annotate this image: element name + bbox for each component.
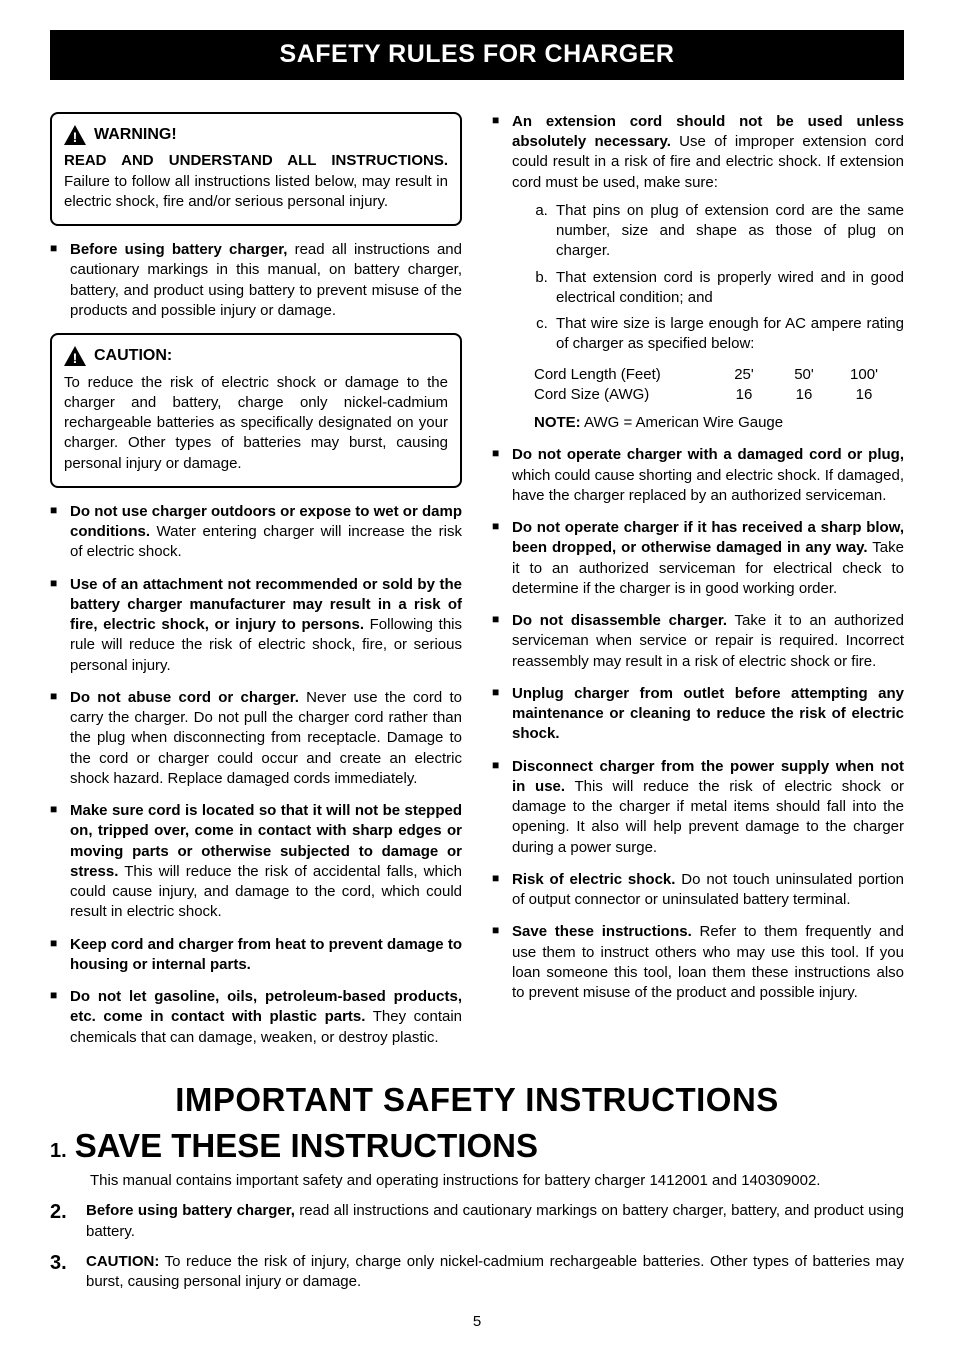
save-subtext: This manual contains important safety an… [50, 1171, 904, 1191]
page-number: 5 [50, 1312, 904, 1332]
list-item: Do not operate charger with a damaged co… [492, 445, 904, 506]
left-intro-list: Before using battery charger, read all i… [50, 240, 462, 321]
svg-text:!: ! [73, 350, 78, 366]
cell: 16 [834, 385, 894, 405]
list-item: Make sure cord is located so that it wil… [50, 801, 462, 923]
left-column: ! WARNING! READ AND UNDERSTAND ALL INSTR… [50, 112, 462, 1060]
table-row: Cord Length (Feet) 25' 50' 100' [534, 365, 904, 385]
bullet-bold: Do not disassemble charger. [512, 612, 727, 629]
numbered-item: CAUTION: To reduce the risk of injury, c… [50, 1252, 904, 1293]
two-column-layout: ! WARNING! READ AND UNDERSTAND ALL INSTR… [50, 112, 904, 1060]
right-bullet-list: Do not operate charger with a damaged co… [492, 445, 904, 1003]
bullet-bold: Risk of electric shock. [512, 871, 675, 888]
bullet-rest: This will reduce the risk of electric sh… [512, 778, 904, 856]
warning-box: ! WARNING! READ AND UNDERSTAND ALL INSTR… [50, 112, 462, 226]
list-item: An extension cord should not be used unl… [492, 112, 904, 434]
bullet-bold: Do not operate charger with a damaged co… [512, 446, 904, 463]
item-bold: CAUTION: [86, 1253, 159, 1270]
bullet-bold: Keep cord and charger from heat to preve… [70, 936, 462, 973]
cell: 16 [714, 385, 774, 405]
warning-label: WARNING! [94, 124, 177, 146]
caution-box: ! CAUTION: To reduce the risk of electri… [50, 333, 462, 488]
cell: 25' [714, 365, 774, 385]
cell: 100' [834, 365, 894, 385]
caution-label: CAUTION: [94, 345, 172, 367]
item-rest: To reduce the risk of injury, charge onl… [86, 1253, 904, 1290]
table-row: Cord Size (AWG) 16 16 16 [534, 385, 904, 405]
left-bullet-list: Do not use charger outdoors or expose to… [50, 502, 462, 1048]
bullet-bold: Save these instructions. [512, 923, 692, 940]
bullet-bold: Unplug charger from outlet before attemp… [512, 685, 904, 743]
list-item: Do not let gasoline, oils, petroleum-bas… [50, 987, 462, 1048]
caution-heading: ! CAUTION: [64, 345, 448, 367]
letter-sublist: That pins on plug of extension cord are … [512, 201, 904, 355]
numbered-item: Before using battery charger, read all i… [50, 1201, 904, 1242]
item-bold: Before using battery charger, [86, 1202, 295, 1219]
list-item: Keep cord and charger from heat to preve… [50, 935, 462, 976]
note-rest: AWG = American Wire Gauge [581, 414, 783, 431]
bullet-bold: Do not operate charger if it has receive… [512, 519, 904, 556]
caution-body: To reduce the risk of electric shock or … [64, 373, 448, 474]
bullet-bold: Do not abuse cord or charger. [70, 689, 299, 706]
warning-icon: ! [64, 125, 86, 145]
numbered-list: Before using battery charger, read all i… [50, 1201, 904, 1292]
warning-body: READ AND UNDERSTAND ALL INSTRUCTIONS. Fa… [64, 151, 448, 212]
list-item: Before using battery charger, read all i… [50, 240, 462, 321]
warning-icon: ! [64, 346, 86, 366]
warning-heading: ! WARNING! [64, 124, 448, 146]
save-heading-row: 1. SAVE THESE INSTRUCTIONS [50, 1124, 904, 1169]
list-item: Save these instructions. Refer to them f… [492, 922, 904, 1003]
save-heading: SAVE THESE INSTRUCTIONS [75, 1124, 538, 1169]
letter-item: That extension cord is properly wired an… [552, 268, 904, 309]
warning-lead-bold: READ AND UNDERSTAND ALL INSTRUCTIONS. [64, 152, 448, 169]
right-ext-list: An extension cord should not be used unl… [492, 112, 904, 434]
list-item: Use of an attachment not recommended or … [50, 575, 462, 676]
bullet-rest: which could cause shorting and electric … [512, 467, 904, 504]
svg-text:!: ! [73, 129, 78, 145]
row-label: Cord Length (Feet) [534, 365, 714, 385]
list-item: Disconnect charger from the power supply… [492, 757, 904, 858]
list-item: Do not use charger outdoors or expose to… [50, 502, 462, 563]
letter-item: That pins on plug of extension cord are … [552, 201, 904, 262]
num-1: 1. [50, 1138, 67, 1165]
list-item: Do not disassemble charger. Take it to a… [492, 611, 904, 672]
cell: 50' [774, 365, 834, 385]
cell: 16 [774, 385, 834, 405]
row-label: Cord Size (AWG) [534, 385, 714, 405]
note-bold: NOTE: [534, 414, 581, 431]
list-item: Unplug charger from outlet before attemp… [492, 684, 904, 745]
bullet-bold: Before using battery charger, [70, 241, 287, 258]
warning-lead-rest: Failure to follow all instructions liste… [64, 173, 448, 210]
important-heading: IMPORTANT SAFETY INSTRUCTIONS [50, 1078, 904, 1123]
page-title-bar: SAFETY RULES FOR CHARGER [50, 30, 904, 80]
list-item: Do not operate charger if it has receive… [492, 518, 904, 599]
cord-table: Cord Length (Feet) 25' 50' 100' Cord Siz… [534, 365, 904, 406]
bullet-rest: This will reduce the risk of accidental … [70, 863, 462, 921]
letter-item: That wire size is large enough for AC am… [552, 314, 904, 355]
list-item: Risk of electric shock. Do not touch uni… [492, 870, 904, 911]
right-column: An extension cord should not be used unl… [492, 112, 904, 1060]
cord-note: NOTE: AWG = American Wire Gauge [534, 413, 904, 433]
list-item: Do not abuse cord or charger. Never use … [50, 688, 462, 789]
important-section: IMPORTANT SAFETY INSTRUCTIONS [50, 1078, 904, 1123]
